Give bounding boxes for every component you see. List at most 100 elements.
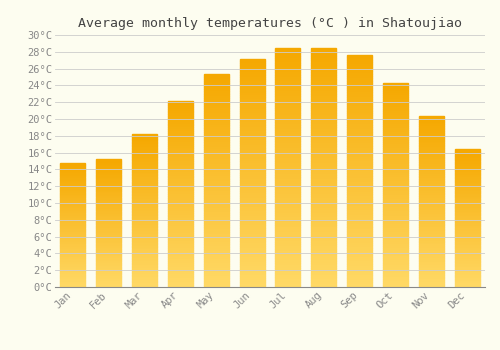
Bar <box>418 203 444 205</box>
Bar <box>276 79 300 82</box>
Bar <box>276 270 300 273</box>
Bar <box>96 184 122 185</box>
Bar <box>383 254 408 257</box>
Bar <box>347 83 372 85</box>
Bar <box>383 236 408 238</box>
Bar <box>96 205 122 206</box>
Bar <box>240 168 264 170</box>
Bar <box>276 225 300 228</box>
Bar <box>383 250 408 252</box>
Bar <box>240 91 264 93</box>
Bar <box>204 155 229 158</box>
Bar <box>60 270 86 271</box>
Bar <box>347 229 372 231</box>
Bar <box>132 146 157 148</box>
Bar <box>96 240 122 241</box>
Bar <box>60 195 86 196</box>
Bar <box>96 222 122 223</box>
Bar <box>204 187 229 189</box>
Bar <box>454 221 479 222</box>
Bar <box>168 222 193 224</box>
Bar <box>168 181 193 183</box>
Bar <box>383 205 408 208</box>
Bar <box>96 176 122 177</box>
Bar <box>347 157 372 160</box>
Bar <box>240 141 264 143</box>
Bar <box>240 113 264 116</box>
Bar <box>60 252 86 253</box>
Bar <box>204 91 229 93</box>
Bar <box>132 200 157 201</box>
Bar <box>204 151 229 153</box>
Bar <box>418 268 444 270</box>
Bar <box>60 246 86 247</box>
Bar <box>168 166 193 168</box>
Bar <box>418 162 444 163</box>
Bar <box>240 68 264 70</box>
Bar <box>383 159 408 160</box>
Bar <box>240 120 264 122</box>
Bar <box>311 141 336 144</box>
Bar <box>240 157 264 159</box>
Bar <box>96 234 122 236</box>
Bar <box>454 163 479 164</box>
Bar <box>240 180 264 182</box>
Bar <box>383 275 408 277</box>
Bar <box>132 163 157 165</box>
Bar <box>168 248 193 250</box>
Bar <box>311 103 336 106</box>
Bar <box>383 171 408 173</box>
Bar <box>454 169 479 170</box>
Bar <box>96 171 122 172</box>
Bar <box>132 206 157 208</box>
Bar <box>276 106 300 108</box>
Bar <box>454 170 479 171</box>
Bar <box>132 189 157 191</box>
Bar <box>168 280 193 281</box>
Bar <box>418 224 444 225</box>
Bar <box>347 259 372 261</box>
Bar <box>168 239 193 240</box>
Bar <box>276 254 300 256</box>
Bar <box>132 166 157 168</box>
Bar <box>240 79 264 81</box>
Bar <box>132 169 157 171</box>
Bar <box>454 258 479 259</box>
Bar <box>96 210 122 212</box>
Bar <box>454 234 479 236</box>
Bar <box>204 261 229 264</box>
Bar <box>168 259 193 261</box>
Bar <box>454 206 479 207</box>
Bar <box>311 282 336 285</box>
Bar <box>168 164 193 166</box>
Bar <box>132 264 157 266</box>
Bar <box>204 223 229 225</box>
Bar <box>96 255 122 256</box>
Bar <box>204 113 229 115</box>
Bar <box>240 175 264 177</box>
Bar <box>60 226 86 228</box>
Bar <box>60 267 86 268</box>
Bar <box>454 188 479 189</box>
Bar <box>347 169 372 171</box>
Bar <box>276 132 300 134</box>
Bar <box>60 174 86 175</box>
Bar <box>383 193 408 195</box>
Bar <box>383 273 408 275</box>
Bar <box>418 210 444 212</box>
Bar <box>454 190 479 192</box>
Bar <box>240 58 264 61</box>
Bar <box>96 281 122 282</box>
Bar <box>60 241 86 242</box>
Bar <box>168 133 193 135</box>
Bar <box>276 187 300 189</box>
Bar <box>240 77 264 79</box>
Bar <box>418 251 444 253</box>
Bar <box>132 217 157 218</box>
Bar <box>418 258 444 260</box>
Bar <box>276 89 300 91</box>
Bar <box>276 213 300 216</box>
Bar <box>132 153 157 154</box>
Bar <box>240 177 264 180</box>
Bar <box>204 142 229 145</box>
